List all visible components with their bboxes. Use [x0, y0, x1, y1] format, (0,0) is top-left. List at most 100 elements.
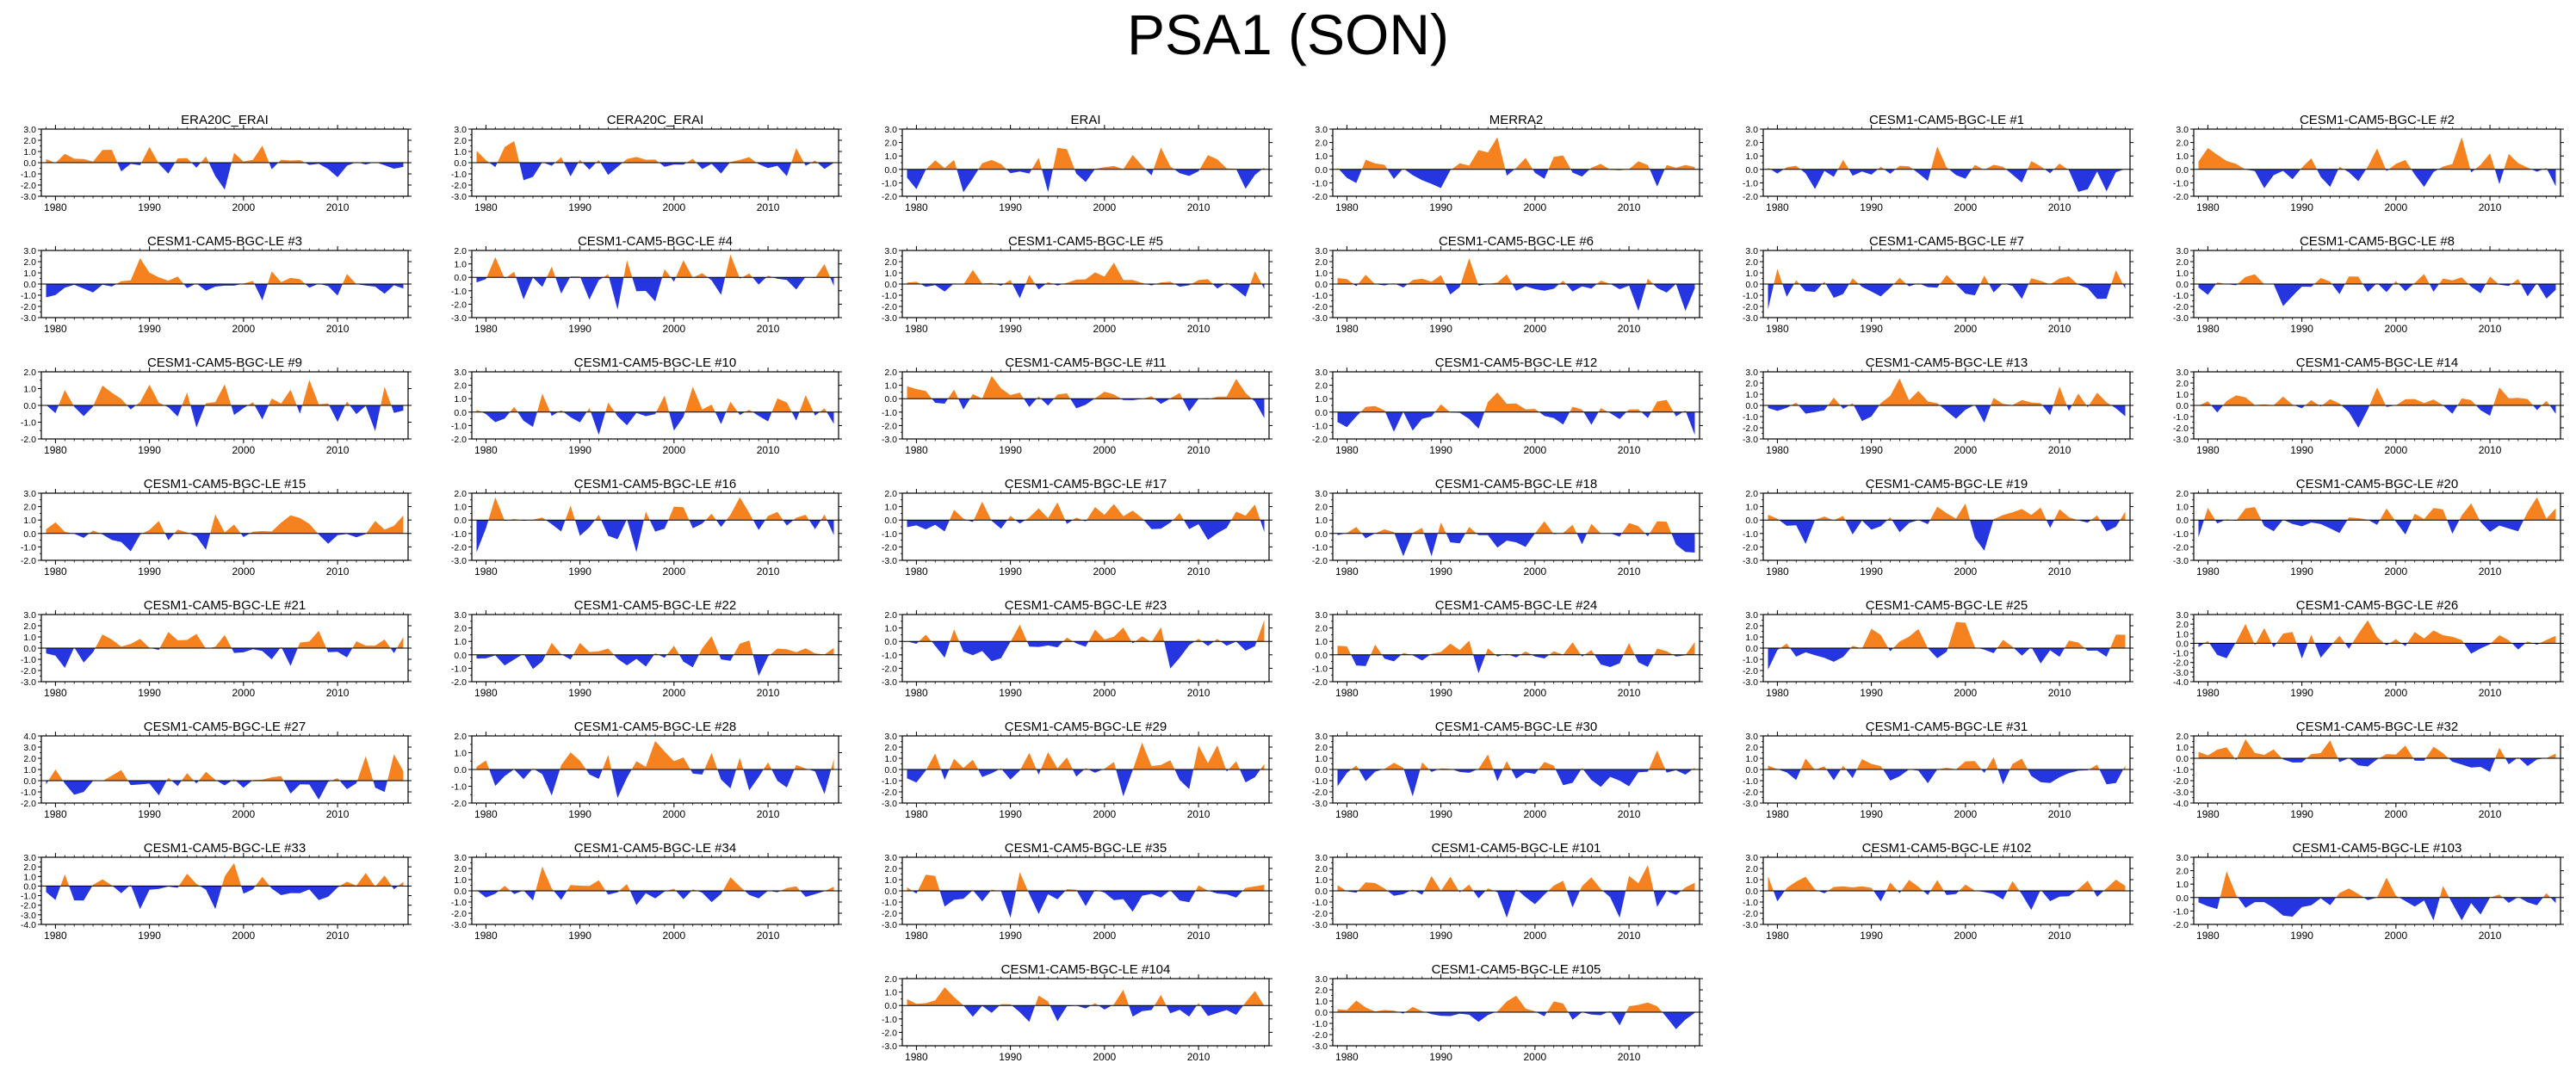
x-tick-label: 2010	[1187, 565, 1211, 578]
y-tick-label: 3.0	[884, 246, 897, 256]
x-tick-label: 2010	[2479, 323, 2502, 335]
y-tick-label: 0.0	[1315, 651, 1328, 661]
x-tick-label: 1980	[474, 808, 498, 820]
y-tick-label: 2.0	[1745, 489, 1758, 499]
x-tick-label: 2010	[757, 444, 780, 456]
positive-anomaly-area	[907, 263, 1262, 284]
negative-anomaly-area	[1337, 533, 1695, 557]
positive-anomaly-area	[1768, 146, 2126, 170]
x-tick-label: 1980	[1335, 687, 1359, 699]
x-tick-label: 2010	[1187, 201, 1211, 213]
positive-anomaly-area	[116, 258, 356, 284]
positive-anomaly-area	[1337, 258, 1676, 284]
y-tick-label: -1.0	[882, 529, 897, 540]
x-tick-label: 1980	[44, 808, 67, 820]
y-tick-label: -3.0	[1743, 313, 1758, 324]
panel-title: CESM1-CAM5-BGC-LE #27	[144, 720, 306, 734]
x-tick-label: 1980	[1766, 565, 1789, 578]
x-tick-label: 2010	[2048, 201, 2071, 213]
negative-anomaly-area	[2198, 284, 2556, 306]
y-tick-label: -2.0	[1312, 435, 1328, 445]
negative-anomaly-area	[2245, 169, 2556, 188]
x-tick-label: 2010	[1618, 808, 1641, 820]
y-tick-label: 3.0	[2176, 246, 2189, 256]
y-tick-label: 2.0	[884, 489, 897, 499]
y-tick-label: -1.0	[1743, 412, 1758, 423]
y-tick-label: -3.0	[451, 556, 467, 566]
y-tick-label: 1.0	[23, 269, 36, 279]
x-tick-label: 2010	[1618, 444, 1641, 456]
x-tick-label: 2000	[1954, 565, 1977, 578]
y-tick-label: 2.0	[454, 381, 467, 392]
x-tick-label: 1990	[568, 201, 591, 213]
y-tick-label: -1.0	[21, 291, 36, 301]
x-tick-label: 1980	[905, 565, 928, 578]
y-tick-label: 2.0	[23, 862, 36, 873]
negative-anomaly-area	[907, 169, 1262, 193]
y-tick-label: 0.0	[23, 401, 36, 411]
positive-anomaly-area	[488, 497, 827, 521]
panel-title: ERA20C_ERAI	[181, 113, 269, 127]
x-tick-label: 1990	[999, 808, 1022, 820]
y-tick-label: -1.0	[1312, 291, 1328, 301]
y-tick-label: -2.0	[451, 300, 467, 310]
negative-anomaly-area	[476, 277, 834, 310]
x-tick-label: 2000	[662, 444, 685, 456]
y-tick-label: -1.0	[1743, 655, 1758, 665]
x-tick-label: 1980	[1335, 201, 1359, 213]
y-tick-label: -1.0	[21, 170, 36, 180]
panel-title: CESM1-CAM5-BGC-LE #34	[574, 841, 736, 856]
positive-anomaly-area	[46, 145, 377, 163]
x-tick-label: 1990	[568, 444, 591, 456]
y-tick-label: -3.0	[2173, 313, 2189, 324]
y-tick-label: -2.0	[882, 542, 897, 553]
panel-title: CESM1-CAM5-BGC-LE #31	[1866, 720, 2028, 734]
y-tick-label: 2.0	[454, 864, 467, 874]
panel-38: CESM1-CAM5-BGC-LE #34 3.02.01.00.0-1.0-2.…	[451, 841, 842, 942]
y-tick-label: -2.0	[21, 181, 36, 191]
y-tick-label: -2.0	[21, 302, 36, 312]
y-tick-label: 2.0	[1745, 139, 1758, 149]
plot-frame	[40, 735, 409, 804]
positive-anomaly-area	[1344, 521, 1672, 534]
panel-4: MERRA2 3.0 2.0 1.0 0.0 -1.0 -2.0 1980 1990 2000 20…	[1312, 113, 1703, 213]
x-tick-label: 1980	[44, 444, 67, 456]
y-tick-label: 1.0	[884, 151, 897, 162]
panel-18: CESM1-CAM5-BGC-LE #14 3.02.01.00.0-1.0-2.…	[2173, 355, 2564, 456]
y-tick-label: -1.0	[451, 782, 467, 793]
x-tick-label: 2010	[2479, 444, 2502, 456]
x-tick-label: 1990	[2290, 201, 2313, 213]
panel-title: CESM1-CAM5-BGC-LE #6	[1439, 234, 1594, 249]
y-tick-label: 2.0	[454, 136, 467, 146]
x-tick-label: 1990	[568, 808, 591, 820]
y-tick-label: 2.0	[454, 246, 467, 256]
x-tick-label: 1990	[2290, 687, 2313, 699]
panel-title: CESM1-CAM5-BGC-LE #35	[1005, 841, 1167, 856]
x-tick-label: 1990	[568, 323, 591, 335]
y-tick-label: 0.0	[23, 644, 36, 654]
x-tick-label: 2000	[662, 201, 685, 213]
y-tick-label: 3.0	[884, 732, 897, 742]
x-tick-label: 2010	[757, 930, 780, 942]
panel-21: CESM1-CAM5-BGC-LE #17 2.0 1.0 0.0 -1.0 -2.0 -3…	[882, 477, 1273, 578]
y-tick-label: -3.0	[2173, 788, 2189, 798]
y-tick-label: -3.0	[1743, 799, 1758, 809]
x-tick-label: 2010	[1187, 323, 1211, 335]
x-tick-label: 2010	[2479, 201, 2502, 213]
y-tick-label: 1.0	[23, 147, 36, 158]
y-tick-label: 0.0	[2176, 639, 2189, 649]
y-tick-label: 1.0	[454, 749, 467, 759]
x-tick-label: 1980	[44, 930, 67, 942]
panel-title: CESM1-CAM5-BGC-LE #25	[1866, 598, 2028, 613]
positive-anomaly-area	[476, 866, 834, 891]
y-tick-label: 0.0	[1745, 401, 1758, 411]
panel-27: CESM1-CAM5-BGC-LE #23 2.0 1.0 0.0 -1.0 -2.0 -3…	[882, 598, 1273, 699]
y-tick-label: 0.0	[1315, 529, 1328, 540]
y-tick-label: 2.0	[1315, 381, 1328, 392]
panel-23: CESM1-CAM5-BGC-LE #19 2.0 1.0 0.0 -1.0 -2.0 -3…	[1743, 477, 2133, 578]
negative-anomaly-area	[46, 886, 399, 910]
positive-anomaly-area	[60, 862, 404, 887]
y-tick-label: -1.0	[1312, 542, 1328, 553]
panel-12: CESM1-CAM5-BGC-LE #8 3.02.01.00.0-1.0-2.0…	[2173, 234, 2564, 335]
x-tick-label: 1980	[44, 565, 67, 578]
